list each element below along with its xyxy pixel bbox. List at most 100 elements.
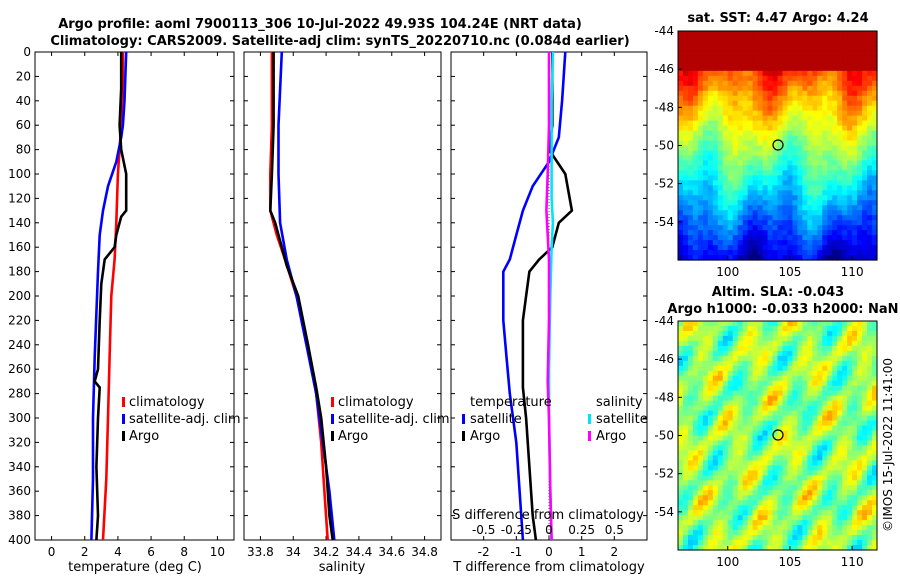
map-cell [682,400,689,407]
map-cell [757,80,764,87]
map-cell [762,470,769,476]
map-cell [762,495,769,501]
map-cell [692,70,699,77]
map-cell [762,545,769,551]
map-cell [817,430,823,437]
map-cell [837,510,843,516]
map-cell [772,535,779,541]
map-cell [847,321,853,327]
map-cell [707,535,714,541]
map-cell [712,530,719,536]
map-cell [727,380,734,387]
map-cell [857,60,863,67]
map-cell [687,445,694,452]
map-cell [822,60,828,67]
map-cell [752,445,759,452]
map-cell [702,425,709,432]
map-cell [717,140,724,147]
map-cell [687,60,694,67]
map-cell [678,170,684,176]
map-cell [678,100,684,107]
map-cell [872,160,878,167]
map-cell [767,115,774,122]
map-cell [712,125,719,132]
map-cell [862,390,868,397]
map-cell [682,385,689,392]
map-cell [712,515,719,521]
map-cell [717,325,724,332]
map-cell [777,400,784,407]
map-cell [697,485,704,491]
map-cell [787,505,794,511]
map-cell [867,245,873,251]
map-cell [772,540,779,546]
map-cell [767,180,774,186]
map-cell [812,125,818,132]
map-cell [867,395,873,402]
map-cell [862,90,868,97]
map-cell [682,410,689,417]
map-cell [707,180,714,186]
map-cell [862,435,868,442]
map-cell [757,195,764,201]
map-cell [817,440,823,447]
map-cell [737,150,744,157]
map-cell [732,90,739,97]
map-cell [712,450,719,457]
map-cell [702,130,709,137]
map-cell [747,495,754,501]
map-cell [802,140,808,147]
map-cell [822,545,828,551]
map-cell [867,95,873,102]
map-cell [697,390,704,397]
map-cell [857,405,863,412]
map-cell [872,255,878,261]
map-cell [812,430,818,437]
map-cell [678,225,684,231]
map-cell [732,65,739,72]
map-cell [722,415,729,422]
map-cell [837,400,843,407]
map-cell [807,65,813,72]
map-cell [687,175,694,181]
map-cell [807,525,813,531]
map-cell [862,380,868,387]
map-cell [687,90,694,97]
map-cell [737,85,744,92]
map-cell [782,385,789,392]
map-cell [852,45,858,52]
map-cell [857,235,863,241]
map-cell [787,215,794,221]
map-cell [678,545,684,551]
map-cell [692,500,699,506]
map-cell [702,95,709,102]
map-cell [832,255,838,261]
difference-top-xlabel: S difference from climatology [452,508,644,523]
map-cell [742,140,749,147]
map-cell [857,350,863,357]
map-cell [717,335,724,342]
map-cell [737,335,744,342]
map-cell [717,380,724,387]
map-cell [777,350,784,357]
map-cell [777,515,784,521]
map-cell [682,65,689,72]
map-cell [772,110,779,117]
map-y-tick-label: -52 [654,467,674,481]
map-cell [827,375,833,382]
map-cell [807,325,813,332]
map-cell [717,530,724,536]
map-cell [812,505,818,511]
map-cell [862,200,868,206]
map-cell [797,31,803,37]
map-cell [767,70,774,77]
map-cell [777,255,784,261]
map-cell [827,155,833,162]
temperature-axes [34,51,235,541]
depth-tick-label: 240 [8,338,31,352]
x-tick-label: 8 [180,545,188,559]
map-cell [692,245,699,251]
map-cell [717,80,724,87]
map-cell [852,505,858,511]
map-cell [777,155,784,162]
